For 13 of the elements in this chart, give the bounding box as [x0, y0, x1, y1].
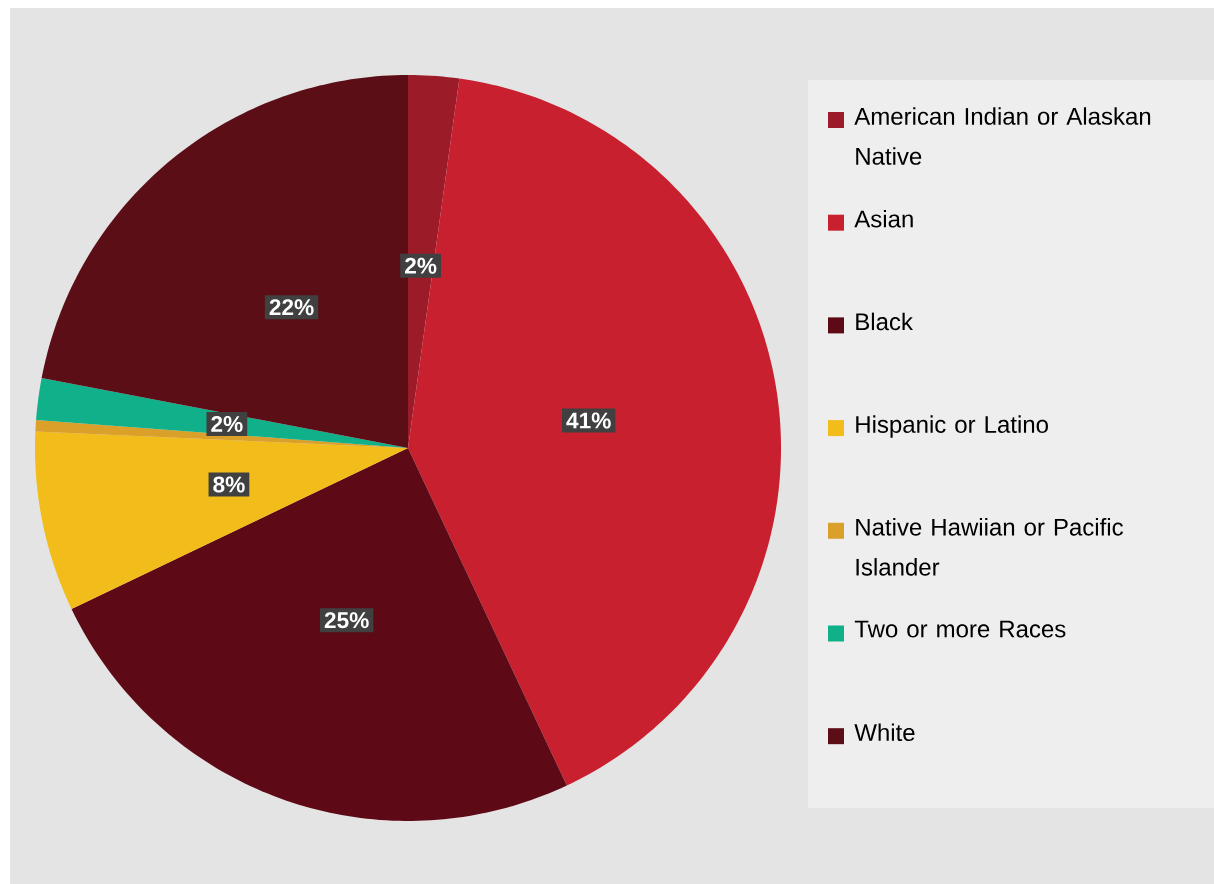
legend-label: Native Hawiian or Pacific Islander	[856, 518, 1123, 576]
legend-label: White	[854, 723, 915, 742]
data-label: 25%	[324, 612, 369, 629]
data-label: 8%	[213, 476, 245, 493]
data-label: 22%	[269, 299, 314, 316]
data-label: 41%	[566, 412, 611, 429]
legend-label: Black	[856, 312, 913, 331]
data-label: 2%	[405, 257, 437, 274]
legend-label: Asian	[854, 209, 913, 228]
legend-label: American Indian or Alaskan Native	[854, 107, 1151, 165]
data-label: 2%	[211, 415, 243, 432]
legend-label: Two or more Races	[854, 620, 1066, 638]
legend-label: Hispanic or Latino	[856, 415, 1048, 438]
